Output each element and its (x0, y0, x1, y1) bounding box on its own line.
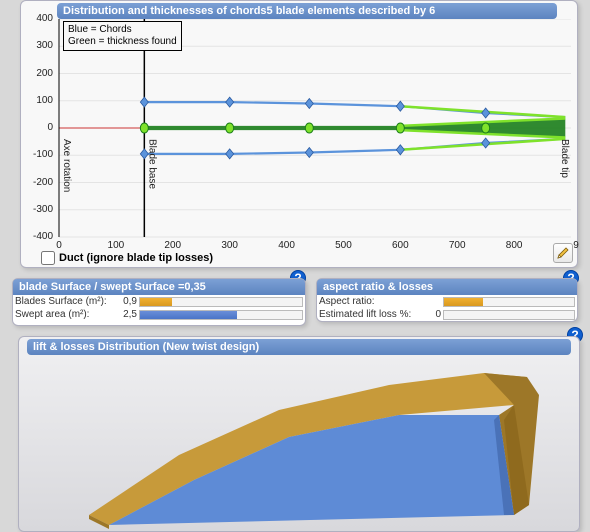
x-tick: 200 (158, 240, 188, 251)
stat-value: 0,9 (115, 296, 139, 307)
y-tick: 400 (23, 13, 53, 24)
y-tick: 200 (23, 68, 53, 79)
y-tick: 300 (23, 40, 53, 51)
duct-checkbox-row: Duct (ignore blade tip losses) (41, 251, 213, 265)
x-tick: 800 (499, 240, 529, 251)
lift-losses-title: lift & losses Distribution (New twist de… (27, 339, 571, 355)
chart-legend: Blue = Chords Green = thickness found (63, 21, 182, 51)
blade-tip-label: Blade tip (559, 139, 570, 178)
chart-title: Distribution and thicknesses of chords5 … (57, 3, 557, 19)
blade-surface-panel: blade Surface / swept Surface =0,35 Blad… (12, 278, 306, 326)
y-tick: -100 (23, 149, 53, 160)
x-tick: 600 (385, 240, 415, 251)
stat-row: Calculated lift loss %3 (317, 321, 577, 322)
stat-bar (139, 297, 303, 307)
stat-bar (443, 297, 575, 307)
aspect-ratio-rows: Aspect ratio:Estimated lift loss %:0Calc… (317, 295, 577, 322)
x-tick: 9 (561, 240, 590, 251)
stat-row: Aspect ratio: (317, 295, 577, 308)
legend-green: Green = thickness found (68, 36, 177, 48)
stat-label: Swept area (m²): (15, 309, 115, 320)
y-tick: 100 (23, 95, 53, 106)
x-tick: 300 (215, 240, 245, 251)
chords-distribution-panel: Distribution and thicknesses of chords5 … (20, 0, 578, 268)
stat-label: Estimated lift loss %: (319, 309, 419, 320)
lift-losses-3d (19, 355, 579, 531)
stat-row: Swept area (m²):2,5 (13, 308, 305, 321)
lift-losses-panel: lift & losses Distribution (New twist de… (18, 336, 580, 532)
stat-value: 0 (419, 309, 443, 320)
duct-label: Duct (ignore blade tip losses) (59, 252, 213, 264)
chart-svg (21, 19, 579, 267)
x-tick: 400 (272, 240, 302, 251)
x-tick: 500 (328, 240, 358, 251)
y-tick: -300 (23, 204, 53, 215)
blade-surface-rows: Blades Surface (m²):0,9Swept area (m²):2… (13, 295, 305, 321)
legend-blue: Blue = Chords (68, 24, 177, 36)
y-tick: 0 (23, 122, 53, 133)
chart-body: Blue = Chords Green = thickness found Du… (21, 19, 577, 267)
y-tick: -200 (23, 177, 53, 188)
x-tick: 700 (442, 240, 472, 251)
stat-row: Blades Surface (m²):0,9 (13, 295, 305, 308)
aspect-ratio-title: aspect ratio & losses (317, 279, 577, 295)
x-tick: 100 (101, 240, 131, 251)
stat-label: Blades Surface (m²): (15, 296, 115, 307)
stat-bar (139, 310, 303, 320)
aspect-ratio-panel: aspect ratio & losses Aspect ratio:Estim… (316, 278, 578, 322)
stat-value: 2,5 (115, 309, 139, 320)
duct-checkbox[interactable] (41, 251, 55, 265)
blade-surface-title: blade Surface / swept Surface =0,35 (13, 279, 305, 295)
axe-rotation-label: Axe rotation (61, 139, 72, 192)
stat-bar (443, 310, 575, 320)
stat-row: Estimated lift loss %:0 (317, 308, 577, 321)
blade-base-label: Blade base (146, 139, 157, 189)
stat-label: Aspect ratio: (319, 296, 419, 307)
x-tick: 0 (44, 240, 74, 251)
